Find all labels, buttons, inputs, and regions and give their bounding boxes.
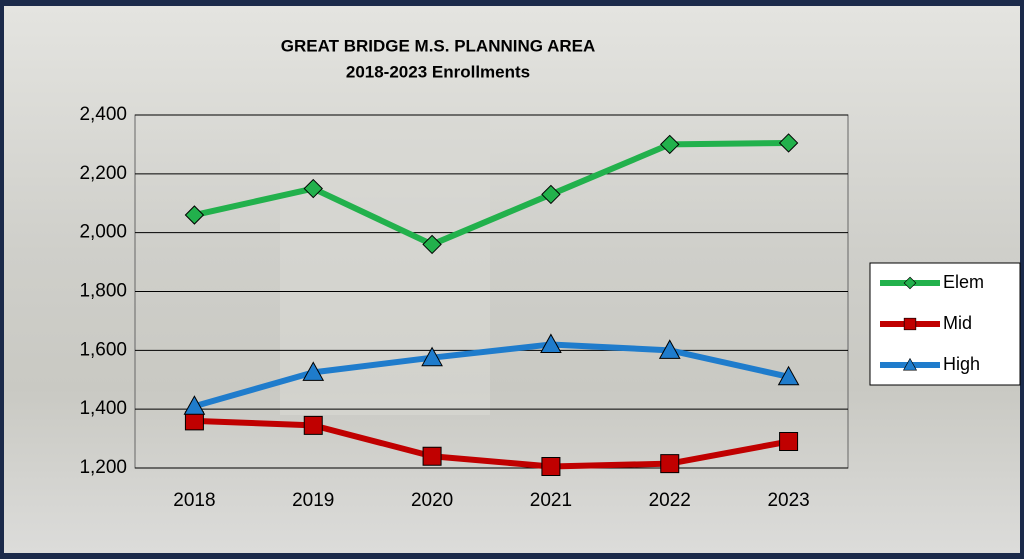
- data-point: [540, 333, 562, 353]
- series-line: [193, 139, 789, 248]
- data-point: [778, 133, 799, 153]
- data-point: [658, 339, 681, 359]
- y-tick-label: 1,400: [79, 398, 127, 419]
- x-tick-label: 2022: [649, 490, 691, 511]
- legend-label: Elem: [943, 272, 984, 292]
- chart-subtitle: 2018-2023 Enrollments: [346, 62, 530, 81]
- x-tick-label: 2020: [411, 490, 453, 511]
- y-tick-label: 1,600: [79, 339, 127, 360]
- legend-label: High: [943, 354, 980, 374]
- data-point: [541, 457, 561, 477]
- x-tick-label: 2021: [530, 490, 572, 511]
- y-tick-label: 1,800: [79, 281, 127, 302]
- legend-label: Mid: [943, 313, 972, 333]
- legend-marker: [903, 317, 917, 331]
- data-point: [421, 346, 443, 367]
- series-line: [193, 341, 790, 410]
- chart-title: GREAT BRIDGE M.S. PLANNING AREA: [281, 36, 596, 55]
- data-point: [777, 365, 800, 386]
- y-tick-label: 2,200: [79, 163, 127, 184]
- series-line: [194, 417, 790, 470]
- y-tick-label: 1,200: [79, 457, 127, 478]
- data-point: [422, 446, 442, 466]
- data-point: [303, 178, 323, 199]
- y-tick-label: 2,400: [79, 104, 127, 125]
- data-point: [303, 415, 323, 435]
- data-point: [541, 184, 561, 205]
- x-tick-label: 2019: [292, 490, 334, 511]
- data-point: [183, 395, 206, 415]
- data-point: [660, 454, 680, 474]
- data-point: [660, 134, 680, 155]
- legend-marker: [903, 276, 917, 290]
- y-tick-label: 2,000: [79, 222, 127, 243]
- data-point: [184, 205, 205, 225]
- x-tick-label: 2023: [767, 490, 809, 511]
- legend-marker: [902, 357, 918, 371]
- data-point: [422, 234, 442, 255]
- data-point: [779, 432, 799, 452]
- x-tick-label: 2018: [173, 490, 215, 511]
- background: [4, 6, 1020, 553]
- data-point: [302, 361, 325, 381]
